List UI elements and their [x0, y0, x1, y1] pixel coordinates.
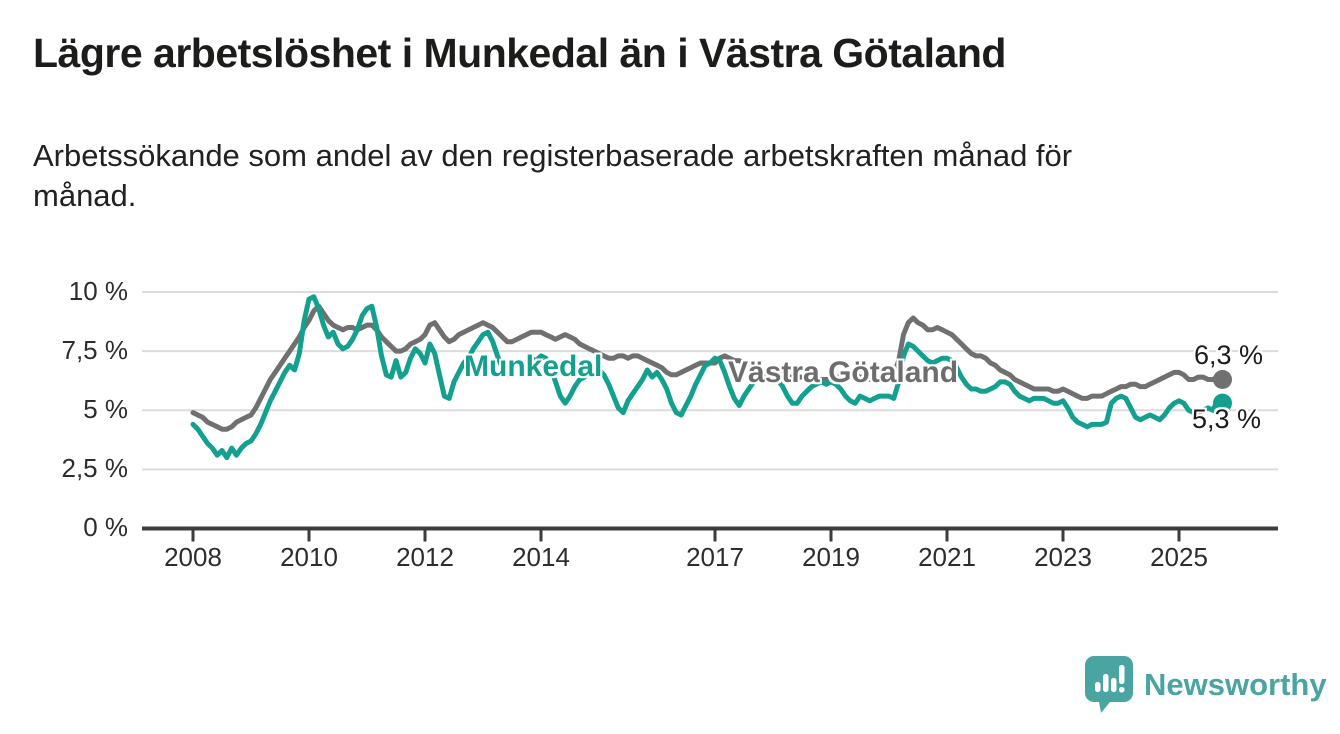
y-tick-label: 10 %: [68, 276, 128, 306]
y-tick-label: 0 %: [83, 512, 128, 542]
x-tick-label: 2023: [1034, 542, 1092, 572]
series-line-munkedal: [190, 294, 1225, 461]
series-label-vastra-gotaland: Västra Götaland: [728, 356, 959, 389]
x-tick-label: 2008: [164, 542, 222, 572]
x-tick-label: 2017: [686, 542, 744, 572]
y-tick-label: 2,5 %: [61, 453, 129, 483]
newsworthy-wordmark: Newsworthy: [1144, 667, 1327, 702]
x-tick-label: 2014: [512, 542, 570, 572]
y-tick-label: 7,5 %: [61, 335, 129, 365]
page-title: Lägre arbetslöshet i Munkedal än i Västr…: [33, 30, 1006, 76]
bar-chart-glyph: [1095, 665, 1125, 693]
exclamation-bar: [1119, 665, 1125, 684]
page-subtitle: Arbetssökande som andel av den registerb…: [33, 138, 1073, 214]
end-value-label-vastra-gotaland: 6,3 %: [1194, 340, 1264, 370]
x-tick-label: 2019: [802, 542, 860, 572]
x-tick-label: 2025: [1150, 542, 1208, 572]
speech-bubble-shape: [1085, 656, 1133, 713]
series-end-dot-munkedal: [1213, 393, 1232, 413]
end-value-label-munkedal: 5,3 %: [1192, 404, 1262, 434]
y-tick-label: 5 %: [83, 394, 128, 424]
x-tick-label: 2012: [396, 542, 454, 572]
newsworthy-branding: Newsworthy: [1084, 655, 1327, 715]
x-tick-label: 2010: [280, 542, 338, 572]
series-end-dot-v-stra-g-taland: [1213, 370, 1232, 390]
x-tick-label: 2021: [918, 542, 976, 572]
exclamation-dot: [1119, 687, 1125, 693]
newsworthy-logo-icon: [1085, 656, 1133, 713]
series-label-munkedal: Munkedal: [464, 350, 603, 383]
